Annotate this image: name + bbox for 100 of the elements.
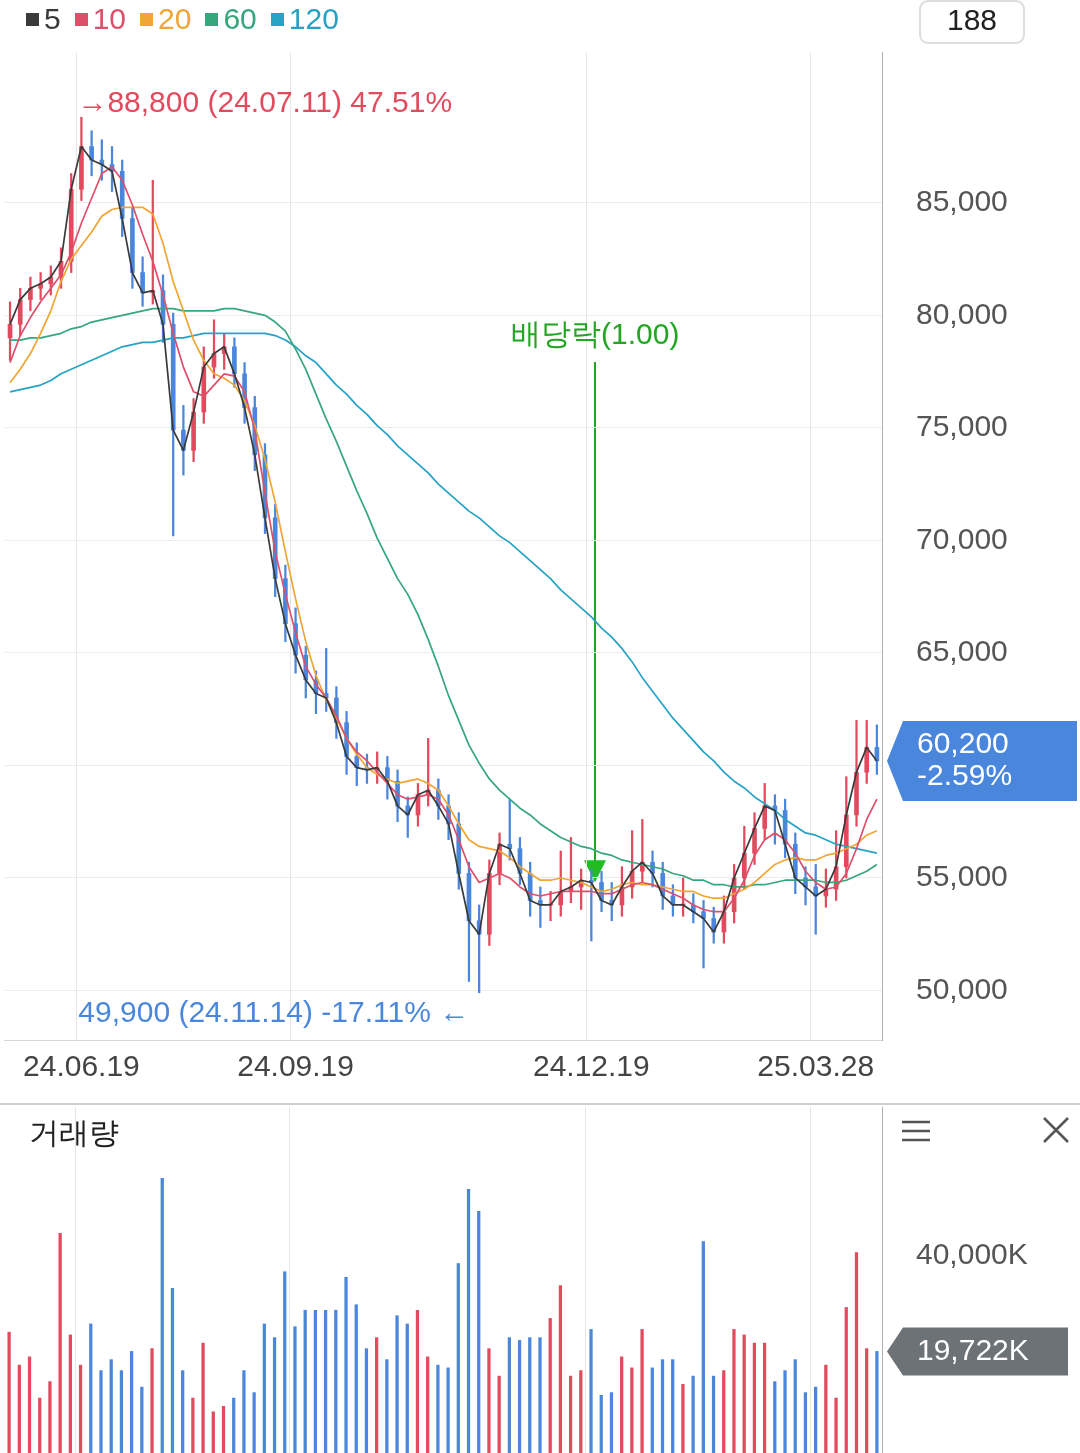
bar [150, 1348, 154, 1453]
bar [415, 1309, 420, 1453]
bar [711, 1375, 716, 1453]
bar [129, 1351, 134, 1453]
text: 40,000K [916, 1237, 1028, 1271]
bar [650, 1367, 654, 1453]
legend-label: 10 [92, 1, 127, 37]
bar [68, 1334, 72, 1453]
bar [78, 1364, 83, 1453]
bar [528, 1337, 532, 1453]
bar [293, 1326, 297, 1453]
bar [272, 1337, 277, 1453]
y-tick-label: 55,000 [916, 859, 1008, 893]
bar [446, 1367, 450, 1453]
bar [140, 1386, 144, 1453]
bar [579, 1370, 583, 1453]
bar [773, 1381, 777, 1453]
legend-label: 5 [44, 1, 61, 37]
bar [160, 1178, 164, 1453]
y-tick-label: 50,000 [916, 971, 1008, 1005]
bar [466, 1189, 471, 1453]
bar [865, 1348, 869, 1453]
bar [548, 1318, 552, 1453]
bar [609, 1392, 614, 1453]
bar [436, 1364, 440, 1453]
bar [89, 1323, 93, 1453]
chart-title: 거래량 [29, 1116, 119, 1150]
bar [701, 1241, 705, 1453]
bar [232, 1397, 236, 1453]
bar [722, 1370, 726, 1453]
annotation: 배당락(1.00) [511, 316, 680, 350]
bar [620, 1356, 624, 1453]
bar [568, 1375, 573, 1453]
bar [640, 1329, 644, 1453]
bar [824, 1364, 828, 1453]
bar [191, 1397, 195, 1453]
legend-label: 60 [223, 1, 257, 37]
y-tick-label: 75,000 [916, 409, 1008, 443]
bar [517, 1340, 522, 1453]
bar [344, 1276, 348, 1453]
y-tick-label: 70,000 [916, 521, 1008, 555]
bar [375, 1337, 379, 1453]
bar [456, 1263, 460, 1453]
bar [783, 1370, 787, 1453]
bar [17, 1364, 21, 1453]
bar [38, 1397, 42, 1453]
x-tick-label: 24.06.19 [23, 1049, 140, 1083]
bar [681, 1384, 685, 1453]
annotation: 49,900 (24.11.14) -17.11% ← [78, 995, 470, 1029]
bar [119, 1370, 124, 1453]
bar [211, 1411, 215, 1453]
bar [507, 1337, 511, 1453]
bar [313, 1309, 318, 1453]
bar [752, 1342, 757, 1453]
bar [691, 1375, 695, 1453]
text: 60,200 -2.59% [917, 726, 1013, 792]
x-tick-label: 24.12.19 [532, 1049, 650, 1083]
bar [395, 1315, 399, 1453]
bar [58, 1232, 62, 1453]
x-tick-label: 24.09.19 [237, 1049, 354, 1083]
legend-label: 120 [288, 1, 339, 37]
bar [303, 1309, 307, 1453]
bar [334, 1309, 338, 1453]
text: 19,722K [917, 1332, 1029, 1366]
bar [487, 1348, 491, 1453]
bar [477, 1211, 481, 1453]
bar [99, 1370, 103, 1453]
y-tick-label: 80,000 [916, 296, 1008, 330]
bar [497, 1375, 501, 1453]
bar [630, 1367, 634, 1453]
annotation: →88,800 (24.07.11) 47.51% [77, 84, 453, 118]
bar [814, 1386, 818, 1453]
bar [385, 1359, 389, 1453]
bar [201, 1342, 205, 1453]
bar [252, 1392, 256, 1453]
bar [732, 1329, 736, 1453]
bar [589, 1329, 593, 1453]
bar [671, 1359, 675, 1453]
bar [762, 1342, 767, 1453]
bar [660, 1359, 665, 1453]
bar [364, 1348, 369, 1453]
bar [48, 1381, 52, 1453]
bar [742, 1334, 746, 1453]
x-tick-label: 25.03.28 [757, 1049, 875, 1083]
bar [242, 1370, 246, 1453]
bar [803, 1392, 808, 1453]
bar [558, 1285, 563, 1453]
legend-label: 20 [158, 1, 192, 37]
y-tick-label: 85,000 [916, 184, 1008, 218]
bar [854, 1252, 859, 1453]
y-tick-label: 65,000 [916, 634, 1008, 668]
bar [323, 1309, 328, 1453]
bar [793, 1359, 797, 1453]
bar [405, 1323, 409, 1453]
bar [7, 1331, 11, 1453]
bar [170, 1287, 175, 1453]
bar [599, 1395, 603, 1453]
bar [875, 1351, 879, 1453]
bar [262, 1323, 266, 1453]
bar [181, 1370, 185, 1453]
